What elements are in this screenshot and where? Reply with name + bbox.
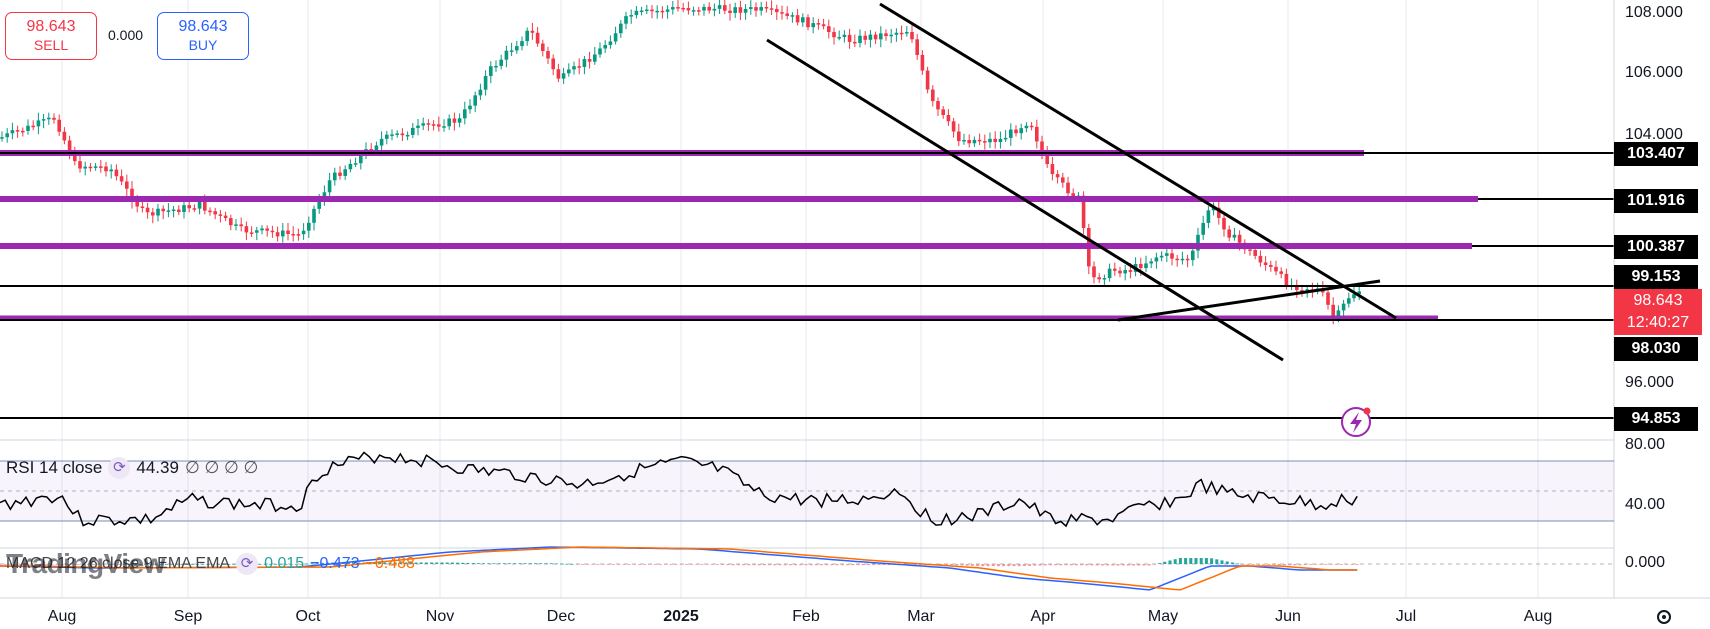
buy-label: BUY bbox=[188, 37, 218, 53]
rsi-tick: 80.00 bbox=[1625, 436, 1666, 453]
sell-price: 98.643 bbox=[26, 18, 76, 35]
bar-countdown: 12:40:27 bbox=[1626, 314, 1690, 331]
gear-icon[interactable] bbox=[1657, 610, 1671, 624]
spread-value: 0.000 bbox=[108, 27, 144, 43]
signal-value: −0.488 bbox=[365, 555, 415, 572]
rsi-line bbox=[0, 451, 1358, 528]
level-label: 94.853 bbox=[1614, 407, 1698, 431]
tradingview-logo: TradingView bbox=[6, 548, 165, 579]
candlestick-series bbox=[0, 0, 1361, 325]
time-tick: Jul bbox=[1395, 608, 1417, 625]
current-price-label: 98.643 12:40:27 bbox=[1614, 289, 1702, 335]
buy-price: 98.643 bbox=[178, 18, 228, 35]
time-tick: Sep bbox=[173, 608, 203, 625]
level-label: 99.153 bbox=[1614, 265, 1698, 289]
rsi-extra: ∅ ∅ ∅ ∅ bbox=[184, 458, 259, 477]
price-tick: 96.000 bbox=[1625, 374, 1674, 391]
trend-lines[interactable] bbox=[766, 2, 1397, 362]
time-tick: Aug bbox=[1523, 608, 1553, 625]
sell-button[interactable]: 98.643 SELL bbox=[5, 12, 97, 60]
rsi-legend[interactable]: RSI 14 close ⟳ 44.39 ∅ ∅ ∅ ∅ bbox=[6, 457, 258, 479]
horizontal-levels bbox=[0, 150, 1614, 419]
rsi-title: RSI 14 close bbox=[6, 458, 103, 477]
buy-button[interactable]: 98.643 BUY bbox=[157, 12, 249, 60]
current-price: 98.643 bbox=[1633, 292, 1683, 309]
macd-tick: 0.000 bbox=[1625, 554, 1666, 571]
channel-upper-line bbox=[879, 2, 1397, 320]
macd-hist-value: 0.015 bbox=[264, 555, 305, 572]
rsi-tick: 40.00 bbox=[1625, 496, 1666, 513]
sell-label: SELL bbox=[33, 37, 69, 53]
macd-value: −0.473 bbox=[310, 555, 360, 572]
support-trend-line bbox=[1117, 279, 1381, 322]
time-tick: Apr bbox=[1030, 608, 1056, 625]
macd-title: MACD 12 26 close 9 EMA EMA bbox=[6, 555, 231, 572]
time-tick: Oct bbox=[295, 608, 321, 625]
price-tick: 106.000 bbox=[1625, 64, 1683, 81]
rsi-value: 44.39 bbox=[136, 458, 179, 477]
macd-legend[interactable]: MACD 12 26 close 9 EMA EMA ⟳ 0.015 −0.47… bbox=[6, 553, 415, 575]
level-label: 98.030 bbox=[1614, 337, 1698, 361]
vertical-grid bbox=[61, 0, 1539, 598]
time-tick: Feb bbox=[792, 608, 820, 625]
price-tick: 108.000 bbox=[1625, 4, 1683, 21]
time-tick: 2025 bbox=[663, 608, 699, 625]
level-label: 103.407 bbox=[1614, 142, 1698, 166]
level-label: 101.916 bbox=[1614, 189, 1698, 213]
flash-icon[interactable] bbox=[1341, 407, 1371, 437]
level-label: 100.387 bbox=[1614, 235, 1698, 259]
time-tick: Dec bbox=[546, 608, 576, 625]
price-tick: 104.000 bbox=[1625, 126, 1683, 143]
time-tick: Jun bbox=[1275, 608, 1301, 625]
refresh-icon[interactable]: ⟳ bbox=[236, 553, 259, 575]
time-tick: Nov bbox=[425, 608, 455, 625]
refresh-icon[interactable]: ⟳ bbox=[108, 457, 131, 479]
time-tick: May bbox=[1147, 608, 1179, 625]
channel-lower-line bbox=[766, 38, 1284, 362]
time-tick: Aug bbox=[47, 608, 77, 625]
macd-histogram bbox=[0, 558, 1359, 567]
signal-line bbox=[0, 546, 1358, 591]
time-tick: Mar bbox=[907, 608, 935, 625]
